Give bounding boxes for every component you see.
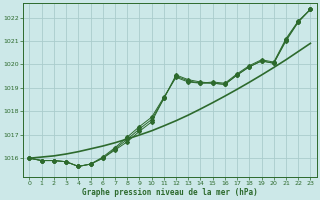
X-axis label: Graphe pression niveau de la mer (hPa): Graphe pression niveau de la mer (hPa) — [82, 188, 258, 197]
